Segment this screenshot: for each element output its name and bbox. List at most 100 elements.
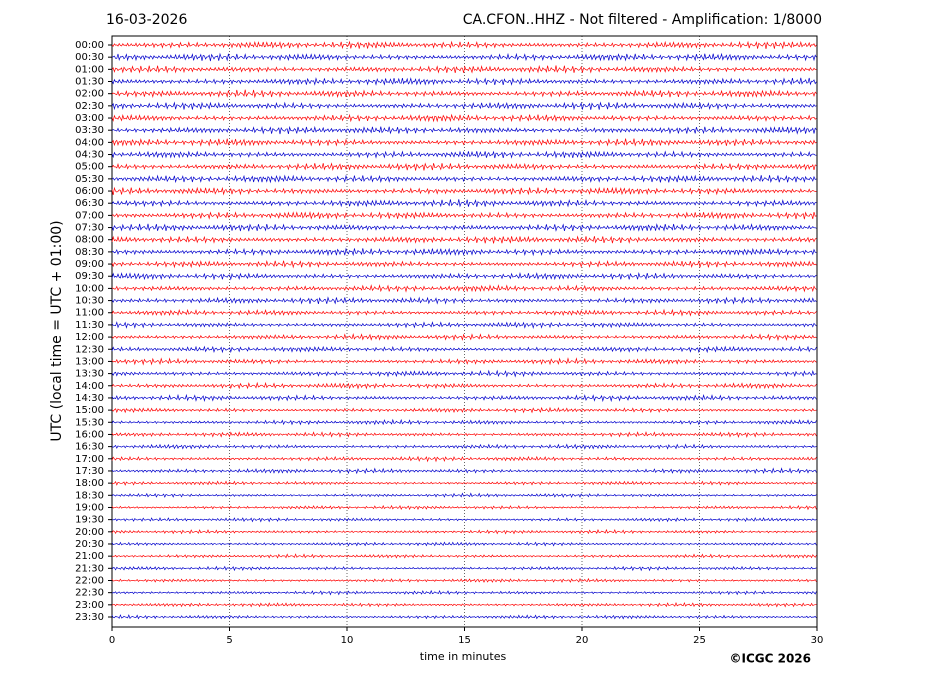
y-tick-label: 11:00	[75, 308, 104, 319]
y-tick-label: 23:30	[75, 612, 104, 623]
trace	[111, 174, 817, 184]
y-tick-label: 21:30	[75, 563, 104, 574]
y-tick-label: 09:00	[75, 259, 104, 270]
y-tick-label: 17:00	[75, 454, 104, 465]
trace	[111, 467, 817, 475]
trace	[111, 247, 817, 257]
x-tick-label: 5	[226, 635, 232, 646]
y-tick-label: 19:30	[75, 515, 104, 526]
y-tick-label: 03:30	[75, 125, 104, 136]
y-tick-label: 02:00	[75, 89, 104, 100]
y-tick-label: 15:00	[75, 405, 104, 416]
trace	[111, 284, 817, 293]
y-tick-label: 07:00	[75, 210, 104, 221]
trace	[111, 272, 817, 281]
trace	[111, 186, 817, 196]
y-tick-label: 04:00	[75, 137, 104, 148]
y-tick-label: 22:30	[75, 588, 104, 599]
trace	[111, 357, 817, 366]
x-tick-label: 0	[109, 635, 115, 646]
trace	[111, 517, 817, 523]
y-tick-label: 20:00	[75, 527, 104, 538]
trace	[111, 40, 817, 50]
trace	[111, 601, 817, 608]
y-tick-label: 21:00	[75, 551, 104, 562]
trace	[111, 333, 817, 342]
trace	[111, 381, 817, 390]
x-tick-label: 10	[341, 635, 354, 646]
y-tick-label: 01:30	[75, 77, 104, 88]
trace	[111, 443, 817, 450]
trace	[111, 589, 817, 596]
y-tick-label: 08:30	[75, 247, 104, 258]
y-tick-label: 12:30	[75, 344, 104, 355]
y-tick-label: 05:30	[75, 174, 104, 185]
trace	[111, 614, 817, 620]
trace	[111, 565, 817, 572]
y-tick-label: 06:30	[75, 198, 104, 209]
trace	[111, 577, 817, 583]
trace	[111, 504, 817, 511]
y-tick-label: 00:30	[75, 52, 104, 63]
y-tick-label: 10:30	[75, 296, 104, 307]
trace	[111, 418, 817, 426]
y-tick-label: 20:30	[75, 539, 104, 550]
y-axis-label: UTC (local time = UTC + 01:00)	[49, 220, 65, 441]
y-tick-label: 06:00	[75, 186, 104, 197]
trace	[111, 150, 817, 159]
y-tick-label: 13:30	[75, 369, 104, 380]
trace	[111, 259, 817, 269]
trace	[111, 125, 817, 135]
trace	[111, 528, 817, 535]
copyright: ©ICGC 2026	[729, 652, 811, 666]
trace	[111, 308, 817, 317]
trace	[111, 223, 817, 232]
trace	[111, 541, 817, 547]
x-tick-label: 15	[458, 635, 471, 646]
x-tick-label: 25	[693, 635, 706, 646]
y-tick-label: 23:00	[75, 600, 104, 611]
y-tick-label: 11:30	[75, 320, 104, 331]
y-tick-label: 02:30	[75, 101, 104, 112]
y-tick-label: 19:00	[75, 502, 104, 513]
trace	[111, 455, 817, 463]
trace	[111, 492, 817, 499]
trace	[111, 101, 817, 111]
y-tick-label: 10:00	[75, 283, 104, 294]
date: 16-03-2026	[106, 12, 187, 28]
trace	[111, 296, 817, 305]
y-tick-label: 18:30	[75, 490, 104, 501]
y-tick-label: 05:00	[75, 162, 104, 173]
y-tick-label: 07:30	[75, 223, 104, 234]
y-tick-label: 14:30	[75, 393, 104, 404]
x-tick-label: 30	[811, 635, 824, 646]
y-tick-label: 04:30	[75, 150, 104, 161]
trace	[111, 52, 817, 62]
trace	[111, 198, 817, 208]
y-tick-label: 15:30	[75, 417, 104, 428]
trace	[111, 480, 817, 486]
trace	[111, 406, 817, 414]
y-tick-label: 14:00	[75, 381, 104, 392]
trace	[111, 77, 817, 86]
y-tick-label: 01:00	[75, 64, 104, 75]
trace	[111, 162, 817, 172]
trace	[111, 211, 817, 220]
trace	[111, 64, 817, 74]
trace	[111, 345, 817, 354]
y-tick-label: 08:00	[75, 235, 104, 246]
y-tick-label: 09:30	[75, 271, 104, 282]
plot-frame	[111, 35, 818, 628]
trace	[111, 89, 817, 99]
chart-title: CA.CFON..HHZ - Not filtered - Amplificat…	[463, 12, 822, 28]
x-axis-label: time in minutes	[420, 650, 507, 663]
trace	[111, 431, 817, 438]
y-tick-label: 03:00	[75, 113, 104, 124]
y-tick-label: 18:00	[75, 478, 104, 489]
trace	[111, 369, 817, 378]
trace	[111, 138, 817, 147]
trace	[111, 553, 817, 559]
trace	[111, 393, 817, 403]
trace	[111, 321, 817, 330]
